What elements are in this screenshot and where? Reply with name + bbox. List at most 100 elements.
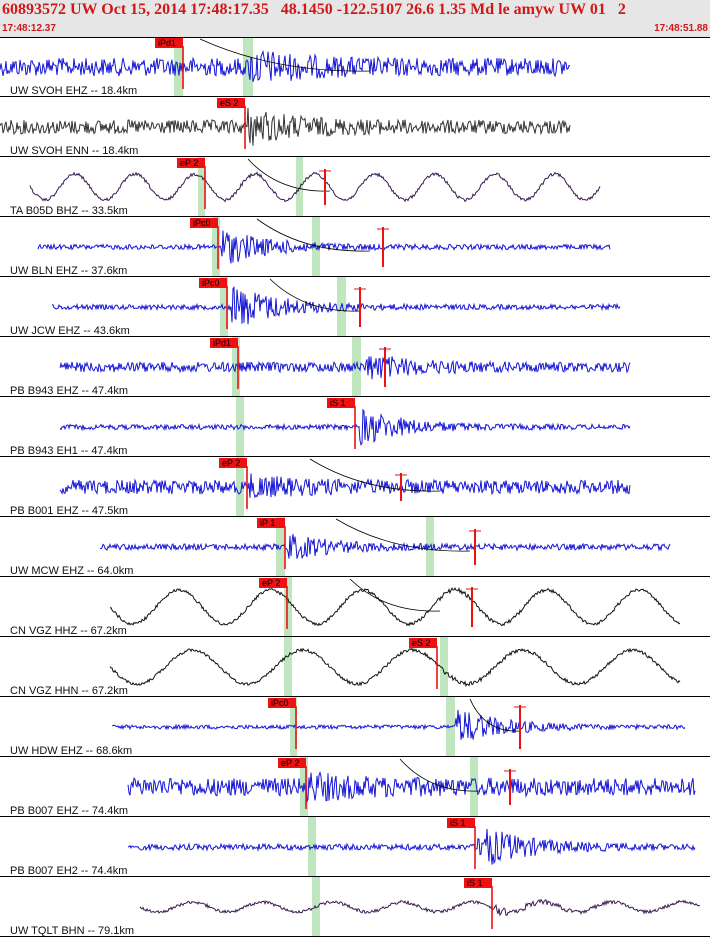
station-label: PB B007 EHZ -- 74.4km	[10, 805, 128, 817]
waveform-trace	[59, 473, 631, 499]
phase-pick-flag[interactable]	[259, 578, 287, 588]
trace-row[interactable]: eP 2 TA B05D BHZ -- 33.5km	[0, 157, 710, 217]
station-label: UW SVOH ENN -- 18.4km	[10, 145, 138, 157]
time-start-label: 17:48:12.37	[2, 23, 56, 34]
pick-window-shade	[236, 457, 244, 517]
station-label: PB B943 EHZ -- 47.4km	[10, 385, 128, 397]
phase-pick-flag[interactable]	[190, 218, 218, 228]
pick-window-shade	[174, 37, 183, 97]
trace-row[interactable]: eP 2 PB B001 EHZ -- 47.5km	[0, 457, 710, 517]
phase-pick-flag[interactable]	[409, 638, 437, 648]
waveform-trace	[127, 770, 696, 804]
phase-pick-label: iPd1	[213, 338, 231, 348]
phase-pick-flag[interactable]	[327, 398, 355, 408]
station-label: UW TQLT BHN -- 79.1km	[10, 925, 134, 937]
waveform-trace	[29, 171, 601, 203]
waveform-trace	[139, 898, 700, 917]
phase-pick-flag[interactable]	[464, 878, 492, 888]
phase-pick-label: iPd1	[158, 38, 176, 48]
phase-pick-label: eP 2	[281, 758, 299, 768]
phase-pick-label: iPc0	[193, 218, 211, 228]
pick-window-shade	[198, 157, 205, 217]
trace-row[interactable]: eP 2 CN VGZ HHZ -- 67.2km	[0, 577, 710, 637]
phase-pick-flag[interactable]	[257, 518, 285, 528]
trace-row[interactable]: iPc0 UW BLN EHZ -- 37.6km	[0, 217, 710, 277]
event-header: 60893572 UW Oct 15, 2014 17:48:17.35 48.…	[0, 0, 710, 37]
trace-row[interactable]: iPd1 UW SVOH EHZ -- 18.4km	[0, 37, 710, 97]
phase-pick-flag[interactable]	[278, 758, 306, 768]
phase-pick-label: eS 2	[220, 98, 239, 108]
pick-window-shade	[284, 637, 292, 697]
waveform-trace	[99, 534, 671, 559]
trace-row[interactable]: eS 2 UW SVOH ENN -- 18.4km	[0, 98, 710, 157]
pick-window-shade	[220, 277, 228, 337]
trace-row[interactable]: iS 1 PB B943 EH1 -- 47.4km	[0, 397, 710, 457]
phase-pick-flag[interactable]	[217, 98, 245, 108]
arrival-curve	[247, 158, 331, 192]
station-label: UW SVOH EHZ -- 18.4km	[10, 85, 137, 97]
trace-row[interactable]: iPc0 UW JCW EHZ -- 43.6km	[0, 277, 710, 337]
phase-pick-label: iS 1	[467, 878, 483, 888]
station-label: TA B05D BHZ -- 33.5km	[10, 205, 128, 217]
station-label: CN VGZ HHN -- 67.2km	[10, 685, 128, 697]
station-label: PB B001 EHZ -- 47.5km	[10, 505, 128, 517]
station-label: UW BLN EHZ -- 37.6km	[10, 265, 127, 277]
arrival-curve	[335, 518, 471, 552]
pick-window-shade	[440, 637, 448, 697]
phase-pick-flag[interactable]	[199, 278, 227, 288]
arrival-curve	[469, 698, 521, 732]
arrival-curve	[399, 758, 481, 792]
trace-row[interactable]: iPc0 UW HDW EHZ -- 68.6km	[0, 697, 710, 757]
phase-pick-flag[interactable]	[447, 818, 475, 828]
phase-pick-label: eS 2	[412, 638, 431, 648]
arrival-curve	[199, 38, 371, 72]
time-end-label: 17:48:51.88	[654, 23, 708, 34]
station-label: PB B007 EH2 -- 74.4km	[10, 865, 127, 877]
station-label: CN VGZ HHZ -- 67.2km	[10, 625, 127, 637]
waveform-trace	[109, 587, 681, 627]
trace-row[interactable]: iP 1 UW MCW EHZ -- 64.0km	[0, 517, 710, 577]
phase-pick-label: eP 2	[222, 458, 240, 468]
phase-pick-label: iS 1	[330, 398, 346, 408]
arrival-curve	[256, 218, 371, 252]
pick-window-shade	[308, 817, 316, 877]
arrival-curve	[269, 278, 361, 312]
waveform-trace	[0, 107, 571, 146]
phase-pick-flag[interactable]	[155, 38, 183, 48]
waveform-trace	[127, 828, 696, 865]
pick-window-shade	[352, 337, 361, 397]
trace-row[interactable]: iS 1 PB B007 EH2 -- 74.4km	[0, 817, 710, 877]
event-title: 60893572 UW Oct 15, 2014 17:48:17.35 48.…	[2, 1, 626, 18]
trace-row[interactable]: eP 2 PB B007 EHZ -- 74.4km	[0, 757, 710, 817]
phase-pick-label: eP 2	[180, 158, 198, 168]
waveform-trace	[59, 408, 631, 446]
phase-pick-label: eP 2	[262, 578, 280, 588]
trace-row[interactable]: iPd1 PB B943 EHZ -- 47.4km	[0, 337, 710, 397]
pick-window-shade	[470, 757, 478, 817]
waveform-trace	[109, 647, 681, 687]
trace-row[interactable]: iS 1 UW TQLT BHN -- 79.1km	[0, 877, 710, 937]
trace-row[interactable]: eS 2 CN VGZ HHN -- 67.2km	[0, 637, 710, 697]
station-label: UW JCW EHZ -- 43.6km	[10, 325, 130, 337]
station-label: UW HDW EHZ -- 68.6km	[10, 745, 132, 757]
arrival-curve	[349, 578, 441, 612]
phase-pick-label: iPc0	[202, 278, 220, 288]
waveform-trace	[51, 286, 621, 325]
pick-window-shade	[284, 577, 292, 637]
phase-pick-flag[interactable]	[219, 458, 247, 468]
phase-pick-label: iS 1	[450, 818, 466, 828]
arrival-curve	[309, 458, 441, 492]
waveform-trace	[0, 49, 571, 83]
waveform-trace	[37, 230, 611, 264]
pick-window-shade	[296, 157, 303, 217]
phase-pick-flag[interactable]	[210, 338, 238, 348]
phase-pick-label: iPc0	[271, 698, 289, 708]
seismogram-panel[interactable]: iPd1 UW SVOH EHZ -- 18.4km eS 2 UW SVOH ENN…	[0, 37, 710, 938]
waveform-trace	[59, 356, 631, 380]
station-label: PB B943 EH1 -- 47.4km	[10, 445, 127, 457]
station-label: UW MCW EHZ -- 64.0km	[10, 565, 133, 577]
phase-pick-flag[interactable]	[268, 698, 296, 708]
phase-pick-flag[interactable]	[177, 158, 205, 168]
phase-pick-label: iP 1	[260, 518, 275, 528]
waveform-trace	[111, 709, 686, 740]
